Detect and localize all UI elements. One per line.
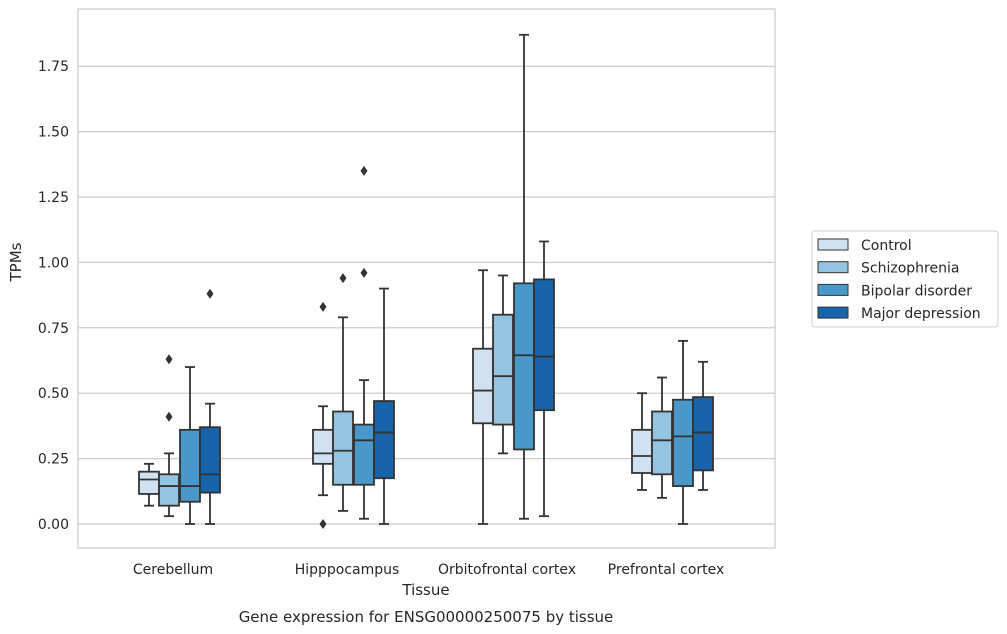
y-axis-ticks: 0.00 0.25 0.50 0.75 1.00 1.25 1.50 1.75 [38,59,69,533]
x-tick-label: Cerebellum [133,562,213,578]
box [179,428,201,503]
box-group [158,354,180,518]
box [513,282,535,451]
box [138,470,160,495]
outlier-point [165,411,173,422]
box-group [353,165,375,520]
series-group [158,273,673,518]
box-group [138,462,160,507]
box [199,426,221,494]
x-tick-label: Orbitofrontal cortex [438,562,576,578]
box-group [373,287,395,525]
legend-swatch [817,306,849,319]
legend-swatch [817,283,849,296]
box [332,410,354,486]
legend-label: Bipolar disorder [861,283,972,299]
chart-caption: Gene expression for ENSG00000250075 by t… [239,608,614,626]
x-axis-label: Tissue [401,581,449,599]
box-group [631,392,653,491]
outlier-point [339,273,347,284]
legend: Control Schizophrenia Bipolar disorder Majo… [811,230,999,328]
box-group [492,274,514,455]
box [631,428,653,474]
legend-label: Schizophrenia [861,261,959,277]
box [651,410,673,476]
box-group [672,339,694,525]
legend-label: Control [861,238,912,254]
box-group [312,301,334,529]
y-tick-label: 1.75 [38,59,69,75]
legend-swatch [817,238,849,251]
box-group [332,273,354,512]
y-tick-label: 0.00 [38,517,69,533]
series-group [138,269,653,529]
legend-items: Control Schizophrenia Bipolar disorder Majo… [817,238,981,322]
outlier-point [165,354,173,365]
box-group [692,360,714,491]
box-group [199,288,221,525]
outlier-point [360,267,368,278]
box [533,278,555,412]
legend-frame [811,230,999,328]
y-tick-label: 1.25 [38,190,69,206]
box [672,398,694,487]
box [492,313,514,426]
box [472,347,494,425]
outlier-point [360,165,368,176]
box-plot-series [138,33,714,529]
outlier-point [319,519,327,529]
outlier-point [206,288,214,299]
plot-area-frame [77,8,776,549]
box [312,428,334,465]
y-tick-label: 1.50 [38,125,69,141]
legend-label: Major depression [861,306,981,322]
series-group [199,240,714,525]
y-axis-label: TPMs [7,242,25,282]
box [692,396,714,472]
box-group [533,240,555,518]
legend-swatch [817,261,849,274]
box-group [472,269,494,525]
y-tick-label: 0.25 [38,452,69,468]
box-group [179,366,201,525]
series-group [179,33,694,525]
box-group [513,33,535,520]
box-group [651,376,673,499]
x-axis-ticks: Cerebellum Hipppocampus Orbitofrontal cort… [133,562,724,578]
box [373,400,395,480]
x-tick-label: Hipppocampus [295,562,400,578]
box [158,473,180,507]
y-tick-label: 0.75 [38,321,69,337]
y-tick-label: 0.50 [38,386,69,402]
x-tick-label: Prefrontal cortex [608,562,725,578]
y-tick-label: 1.00 [38,255,69,271]
box [353,423,375,486]
outlier-point [319,301,327,312]
